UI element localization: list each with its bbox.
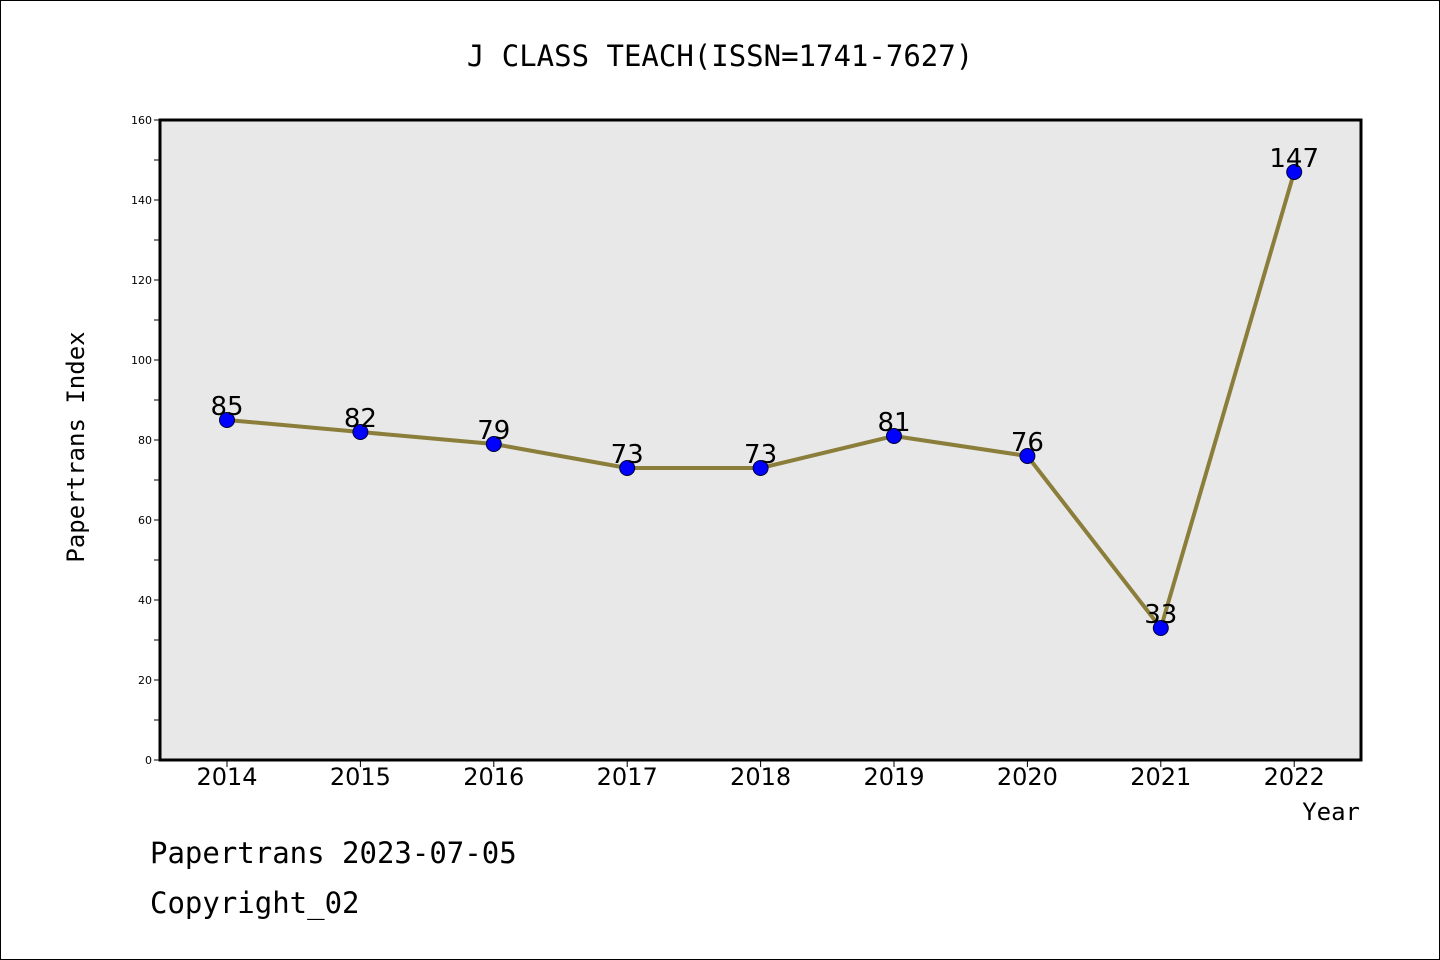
y-tick-label: 60 (138, 514, 152, 527)
data-point (752, 460, 769, 476)
data-label: 79 (477, 416, 510, 446)
x-tick-label: 2015 (330, 763, 391, 791)
data-label: 85 (210, 392, 243, 422)
data-label: 82 (344, 404, 377, 434)
footer-copyright-text: Copyright_02 (150, 886, 360, 920)
x-tick-label: 2019 (863, 763, 924, 791)
x-axis: 2014 2015 2016 2017 2018 2019 2020 2021 2022 (196, 760, 1325, 791)
x-tick-label: 2018 (730, 763, 791, 791)
x-tick-label: 2017 (597, 763, 658, 791)
x-tick-label: 2020 (997, 763, 1058, 791)
y-axis: 0 20 40 60 80 100 120 140 160 (131, 114, 160, 767)
data-point (352, 424, 369, 440)
y-tick-label: 40 (138, 594, 152, 607)
y-tick-label: 140 (131, 194, 152, 207)
data-point (886, 428, 902, 444)
data-label: 81 (877, 408, 910, 438)
plot-area (158, 118, 1363, 762)
data-point (1286, 164, 1303, 180)
y-tick-label: 160 (131, 114, 152, 127)
x-tick-label: 2021 (1130, 763, 1191, 791)
x-axis-label: Year (1302, 798, 1360, 826)
data-label: 73 (611, 440, 644, 470)
data-point (485, 436, 502, 452)
data-label: 33 (1144, 600, 1177, 630)
data-point (1152, 620, 1169, 636)
data-point (1019, 448, 1036, 464)
data-label: 76 (1011, 428, 1044, 458)
chart-title: J CLASS TEACH(ISSN=1741-7627) (467, 39, 973, 73)
y-tick-label: 120 (131, 274, 152, 287)
y-tick-label: 80 (138, 434, 152, 447)
x-tick-label: 2014 (196, 763, 257, 791)
x-tick-label: 2016 (463, 763, 524, 791)
y-tick-label: 100 (131, 354, 152, 367)
y-tick-label: 0 (145, 754, 152, 767)
data-label: 73 (744, 440, 777, 470)
x-tick-label: 2022 (1264, 763, 1325, 791)
data-label: 147 (1269, 144, 1319, 174)
data-labels: 85 82 79 73 73 81 76 33 147 (210, 144, 1319, 630)
data-point (219, 412, 235, 428)
y-axis-label: Papertrans Index (62, 331, 90, 562)
footer-date-text: Papertrans 2023-07-05 (150, 836, 517, 870)
data-points (219, 164, 1303, 636)
data-point (619, 460, 636, 476)
y-tick-label: 20 (138, 674, 152, 687)
